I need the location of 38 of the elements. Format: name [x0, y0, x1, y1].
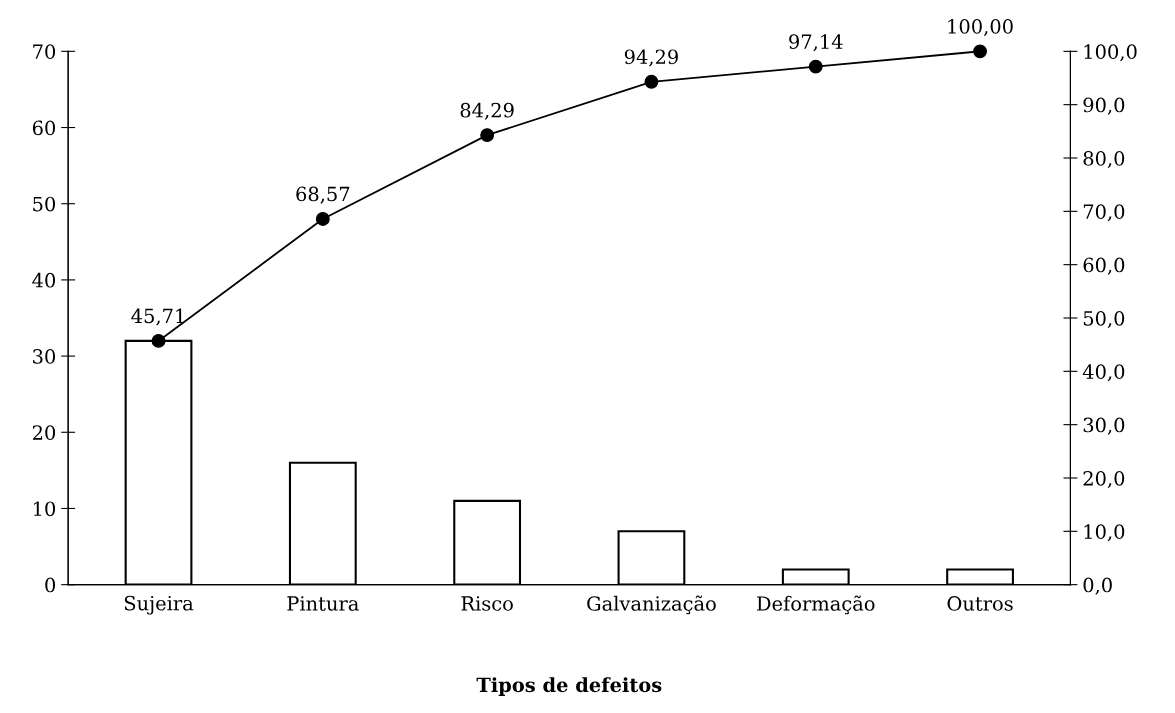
- point: [480, 128, 495, 143]
- data-label: 68,57: [296, 186, 350, 204]
- point: [644, 74, 659, 89]
- x-tick-label: Deformação: [757, 595, 875, 615]
- point: [151, 333, 166, 348]
- y-tick-label: 70: [33, 44, 56, 59]
- y-tick-label: 20: [32, 425, 56, 440]
- y-tick-label: 40: [32, 272, 56, 288]
- point: [808, 59, 823, 74]
- x-tick-label: Sujeira: [124, 595, 194, 615]
- y2-tick-label: 10,0: [1084, 524, 1125, 542]
- x-tick-label: Outros: [947, 596, 1013, 611]
- data-label: 100,00: [948, 18, 1013, 37]
- y-tick-label: 60: [32, 120, 56, 136]
- x-tick-label: Pintura: [287, 596, 359, 611]
- y-tick-label: 10: [33, 501, 56, 517]
- y2-tick-label: 40,0: [1082, 364, 1125, 382]
- data-label: 97,14: [789, 34, 843, 52]
- point: [973, 44, 988, 59]
- y2-tick-label: 20,0: [1083, 470, 1125, 489]
- data-label: 84,29: [460, 102, 514, 120]
- y2-tick-label: 0,0: [1083, 577, 1112, 595]
- y2-tick-label: 60,0: [1083, 257, 1125, 275]
- data-label: 45,71: [131, 308, 184, 326]
- y2-tick-label: 80,0: [1083, 150, 1125, 169]
- x-tick-label: Galvanização: [587, 595, 716, 615]
- data-label: 94,29: [624, 49, 678, 67]
- x-axis-title: Tipos de defeitos: [476, 677, 662, 696]
- y-tick-label: 50: [33, 196, 56, 212]
- point: [315, 212, 330, 226]
- y-tick-label: 30: [33, 349, 56, 364]
- y2-tick-label: 50,0: [1083, 310, 1125, 329]
- x-tick-label: Risco: [461, 596, 513, 611]
- y2-tick-label: 100,0: [1084, 44, 1137, 62]
- y2-tick-label: 70,0: [1083, 204, 1125, 222]
- y-tick-label: 0: [45, 577, 56, 593]
- y2-tick-label: 30,0: [1083, 417, 1125, 435]
- y2-tick-label: 90,0: [1083, 97, 1125, 115]
